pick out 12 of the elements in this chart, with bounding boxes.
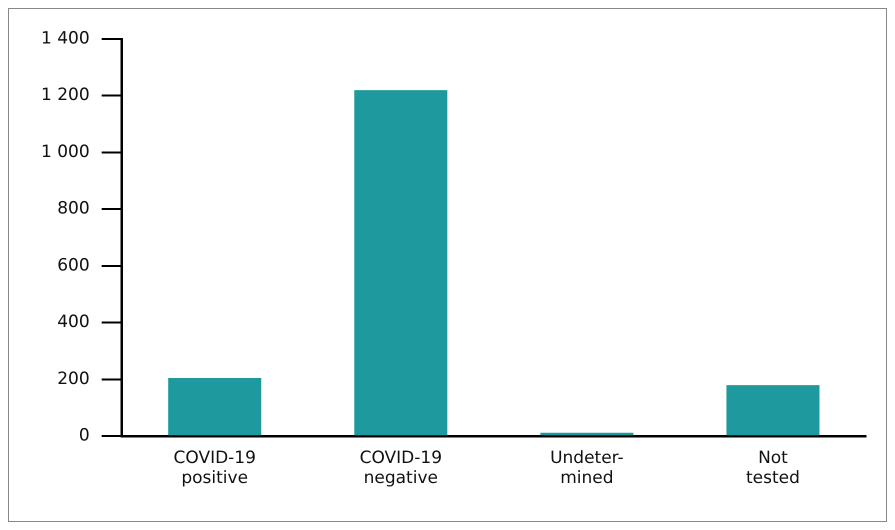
- y-tick-label: 800: [57, 198, 90, 219]
- y-tick-label: 1 200: [40, 85, 90, 106]
- y-tick-label: 1 400: [40, 28, 90, 48]
- y-tick-label: 0: [78, 426, 90, 446]
- x-tick-label: COVID-19 negative: [360, 448, 442, 488]
- x-tick-label: COVID-19 positive: [173, 448, 256, 488]
- y-tick-label: 1 000: [40, 142, 90, 162]
- x-tick-label: Not tested: [746, 448, 800, 488]
- x-tick-label: Undeter- mined: [550, 448, 624, 488]
- y-tick-label: 400: [57, 312, 90, 332]
- y-tick-label: 600: [57, 255, 90, 276]
- y-tick-label: 200: [57, 368, 90, 389]
